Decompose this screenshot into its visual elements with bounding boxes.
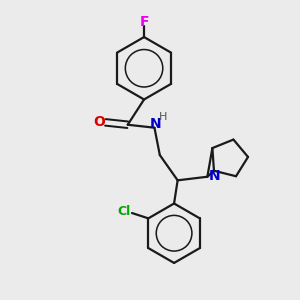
Text: O: O	[93, 116, 105, 129]
Text: N: N	[150, 117, 161, 131]
Text: H: H	[159, 112, 168, 122]
Text: N: N	[209, 169, 221, 183]
Text: F: F	[139, 15, 149, 29]
Text: Cl: Cl	[117, 205, 130, 218]
